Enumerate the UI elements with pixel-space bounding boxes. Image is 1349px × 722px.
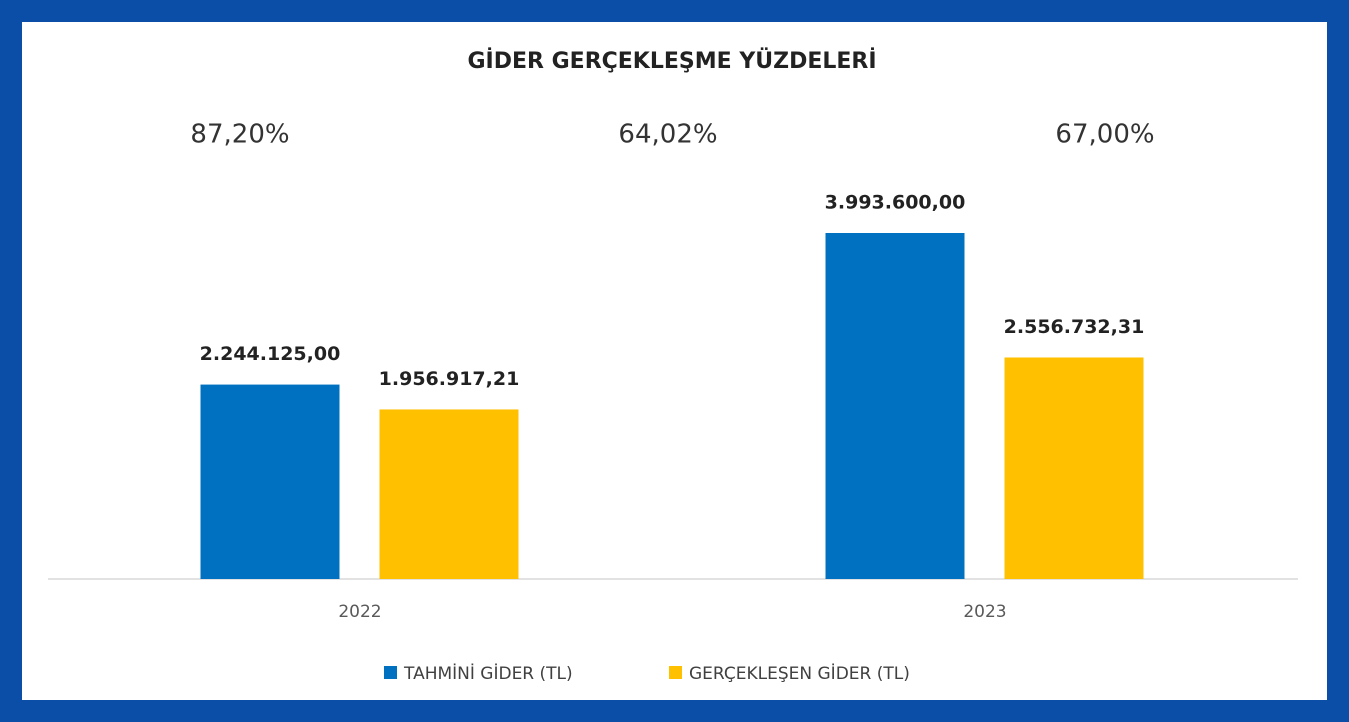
legend-label: TAHMİNİ GİDER (TL) [403,663,573,684]
legend-swatch [669,666,682,679]
legend-swatch [384,666,397,679]
bar [200,384,340,579]
x-tick-label: 2022 [338,602,381,622]
annotation: 87,20% [190,120,289,150]
legend-label: GERÇEKLEŞEN GİDER (TL) [689,663,910,684]
bar [379,409,519,579]
data-label: 2.556.732,31 [1004,316,1145,338]
chart-title: GİDER GERÇEKLEŞME YÜZDELERİ [467,48,876,74]
data-label: 1.956.917,21 [379,368,520,390]
annotation: 64,02% [618,120,717,150]
annotation: 67,00% [1055,120,1154,150]
data-label: 2.244.125,00 [200,343,341,365]
bar [1004,357,1144,579]
bar [825,233,965,579]
x-tick-label: 2023 [963,602,1006,622]
data-label: 3.993.600,00 [825,192,966,214]
